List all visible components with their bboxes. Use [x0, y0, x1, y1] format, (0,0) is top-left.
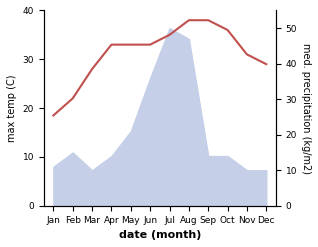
X-axis label: date (month): date (month): [119, 230, 201, 240]
Y-axis label: max temp (C): max temp (C): [7, 74, 17, 142]
Y-axis label: med. precipitation (kg/m2): med. precipitation (kg/m2): [301, 43, 311, 174]
